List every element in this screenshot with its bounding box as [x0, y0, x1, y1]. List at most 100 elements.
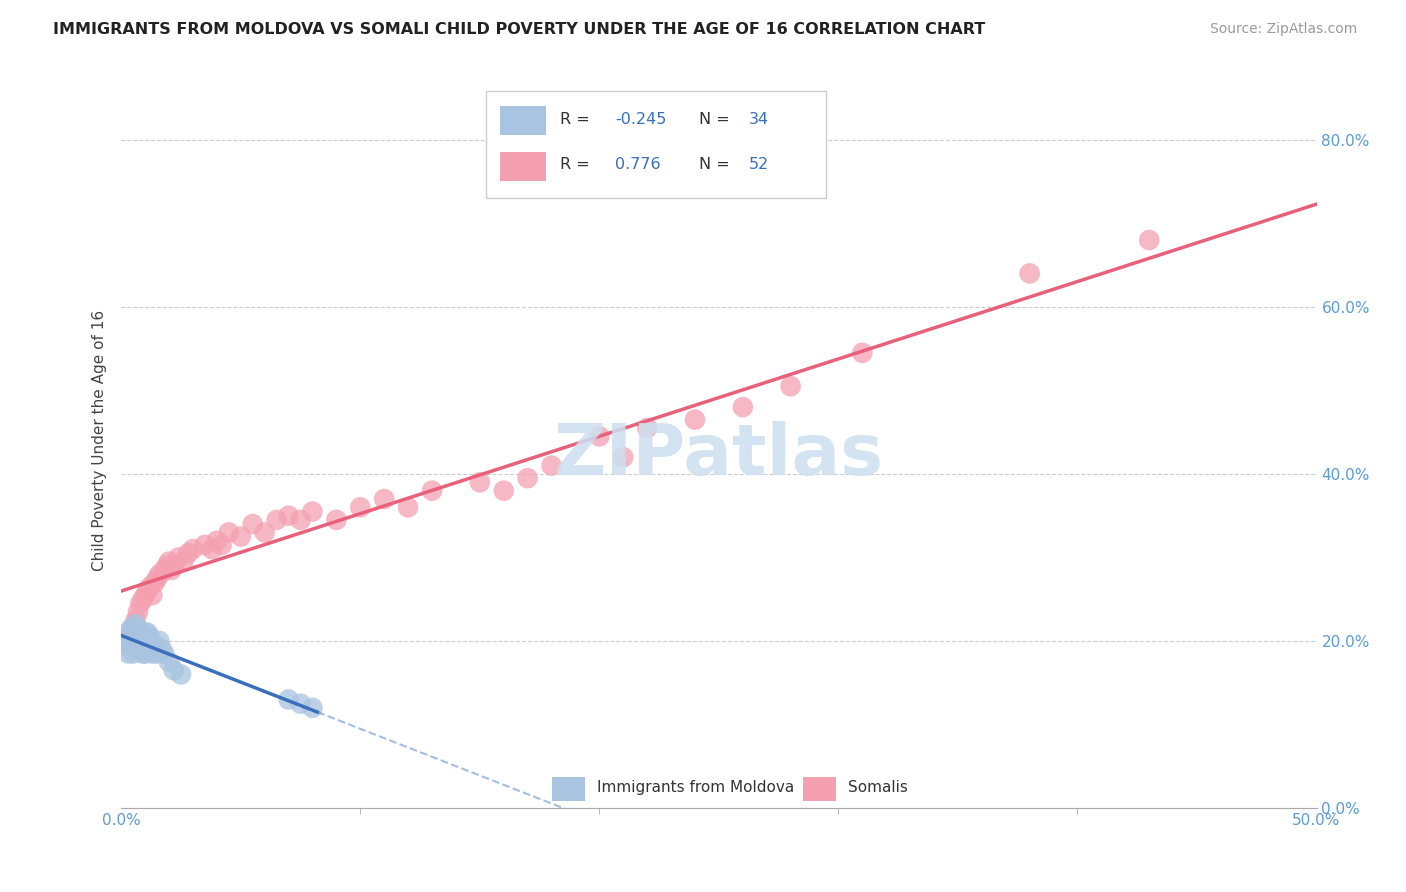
Point — [141, 588, 163, 602]
Point — [117, 647, 139, 661]
Point — [127, 638, 149, 652]
Text: -0.245: -0.245 — [614, 112, 666, 127]
Point — [156, 558, 179, 573]
Point — [122, 647, 145, 661]
Bar — [501, 152, 546, 181]
Bar — [803, 777, 837, 801]
Text: R =: R = — [560, 112, 595, 127]
Text: ZIPatlas: ZIPatlas — [554, 421, 884, 490]
FancyBboxPatch shape — [486, 91, 827, 198]
Text: 0.776: 0.776 — [614, 157, 661, 172]
Text: Immigrants from Moldova: Immigrants from Moldova — [598, 780, 794, 795]
Text: 52: 52 — [749, 157, 769, 172]
Point — [277, 692, 299, 706]
Point — [124, 613, 146, 627]
Point — [201, 542, 224, 557]
Point — [1018, 267, 1040, 281]
Point — [218, 525, 240, 540]
Point — [163, 558, 186, 573]
Point — [211, 538, 233, 552]
Point — [132, 592, 155, 607]
Point — [172, 555, 194, 569]
Point — [122, 622, 145, 636]
Point — [636, 421, 658, 435]
Point — [120, 638, 142, 652]
Point — [129, 596, 152, 610]
Point — [277, 508, 299, 523]
Point — [290, 697, 312, 711]
Point — [136, 625, 159, 640]
Point — [396, 500, 419, 515]
Point — [146, 571, 169, 585]
Point — [139, 630, 162, 644]
Point — [150, 642, 173, 657]
Point — [122, 630, 145, 644]
Point — [177, 546, 200, 560]
Bar — [501, 106, 546, 136]
Text: IMMIGRANTS FROM MOLDOVA VS SOMALI CHILD POVERTY UNDER THE AGE OF 16 CORRELATION : IMMIGRANTS FROM MOLDOVA VS SOMALI CHILD … — [53, 22, 986, 37]
Point — [132, 647, 155, 661]
Point — [117, 625, 139, 640]
Point — [139, 580, 162, 594]
Point — [124, 617, 146, 632]
Y-axis label: Child Poverty Under the Age of 16: Child Poverty Under the Age of 16 — [93, 310, 107, 571]
Point — [112, 638, 135, 652]
Point — [325, 513, 347, 527]
Point — [612, 450, 634, 465]
Point — [139, 642, 162, 657]
Point — [134, 647, 156, 661]
Point — [301, 701, 323, 715]
Point — [153, 647, 176, 661]
Point — [157, 555, 180, 569]
Text: 34: 34 — [749, 112, 769, 127]
Point — [124, 634, 146, 648]
Point — [242, 517, 264, 532]
Point — [683, 412, 706, 426]
Point — [194, 538, 217, 552]
Point — [153, 563, 176, 577]
Point — [540, 458, 562, 473]
Point — [129, 625, 152, 640]
Point — [127, 605, 149, 619]
Point — [851, 346, 873, 360]
Point — [163, 663, 186, 677]
Text: R =: R = — [560, 157, 595, 172]
Point — [205, 533, 228, 548]
Text: N =: N = — [699, 157, 734, 172]
Point — [468, 475, 491, 490]
Text: Somalis: Somalis — [848, 780, 908, 795]
Point — [170, 667, 193, 681]
Point — [117, 630, 139, 644]
Point — [120, 622, 142, 636]
Point — [516, 471, 538, 485]
Point — [134, 625, 156, 640]
Point — [492, 483, 515, 498]
Point — [181, 542, 204, 557]
Point — [229, 530, 252, 544]
Point — [143, 638, 166, 652]
Point — [148, 567, 170, 582]
Point — [146, 647, 169, 661]
Point — [157, 655, 180, 669]
Text: N =: N = — [699, 112, 734, 127]
Point — [160, 563, 183, 577]
Point — [301, 504, 323, 518]
Bar — [551, 777, 585, 801]
Point — [731, 400, 754, 414]
Point — [134, 588, 156, 602]
Point — [253, 525, 276, 540]
Point — [373, 491, 395, 506]
Point — [420, 483, 443, 498]
Point — [127, 622, 149, 636]
Point — [290, 513, 312, 527]
Point — [1137, 233, 1160, 247]
Point — [349, 500, 371, 515]
Point — [143, 575, 166, 590]
Point — [266, 513, 288, 527]
Point — [779, 379, 801, 393]
Point — [148, 634, 170, 648]
Point — [167, 550, 190, 565]
Point — [588, 429, 610, 443]
Point — [141, 647, 163, 661]
Point — [132, 630, 155, 644]
